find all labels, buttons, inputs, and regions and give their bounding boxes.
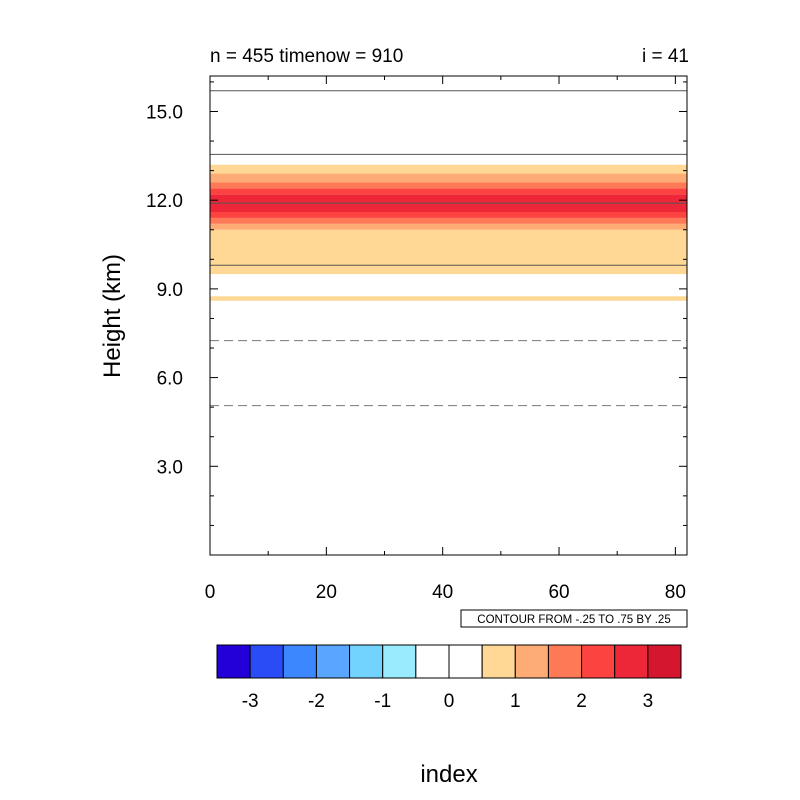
y-tick-label: 15.0 [146, 102, 183, 123]
y-tick-label: 3.0 [157, 457, 183, 478]
colorbar-swatch [448, 644, 483, 679]
filled-band [210, 296, 687, 301]
title-right: i = 41 [642, 46, 689, 67]
filled-band [210, 212, 687, 218]
filled-bands [210, 164, 687, 301]
filled-band [210, 223, 687, 230]
colorbar-tick-label: -2 [308, 691, 325, 712]
colorbar [216, 644, 682, 679]
x-tick-label: 40 [432, 582, 453, 603]
filled-band [210, 164, 687, 174]
filled-band [210, 229, 687, 275]
y-axis-label: Height (km) [99, 254, 126, 378]
x-tick-labels: 0 20 40 60 80 [205, 582, 686, 603]
colorbar-swatch [349, 644, 384, 679]
colorbar-swatch [581, 644, 616, 679]
filled-band [210, 173, 687, 183]
x-tick-label: 80 [665, 582, 686, 603]
colorbar-tick-label: 3 [643, 691, 654, 712]
colorbar-swatch [514, 644, 549, 679]
y-tick-label: 9.0 [157, 280, 183, 301]
colorbar-swatch [547, 644, 583, 679]
colorbar-swatch [216, 644, 251, 679]
info-label: CONTOUR FROM -.25 TO .75 BY .25 [477, 614, 670, 626]
y-tick-label: 6.0 [157, 369, 183, 390]
colorbar-swatch [282, 644, 317, 679]
colorbar-tick-label: 1 [510, 691, 521, 712]
contour-lines [210, 90, 687, 407]
axis-ticks [209, 76, 687, 555]
x-axis-label: index [420, 761, 477, 788]
x-tick-label: 0 [205, 582, 216, 603]
y-tick-label: 12.0 [146, 191, 183, 212]
colorbar-tick-label: -1 [374, 691, 391, 712]
filled-band [210, 182, 687, 189]
colorbar-labels: -3 -2 -1 0 1 2 3 [242, 691, 653, 712]
colorbar-tick-label: -3 [242, 691, 259, 712]
colorbar-swatch [481, 644, 516, 679]
colorbar-swatch [249, 644, 284, 679]
colorbar-swatch [382, 644, 417, 679]
plot-frame [209, 75, 688, 556]
colorbar-swatch [315, 644, 351, 679]
colorbar-swatch [614, 644, 649, 679]
title-left: n = 455 timenow = 910 [210, 46, 403, 67]
y-tick-labels: 3.0 6.0 9.0 12.0 15.0 [146, 102, 183, 478]
x-tick-label: 60 [548, 582, 569, 603]
x-tick-label: 20 [316, 582, 337, 603]
colorbar-swatch [415, 644, 450, 679]
colorbar-tick-label: 2 [576, 691, 587, 712]
colorbar-tick-label: 0 [444, 691, 455, 712]
filled-band [210, 188, 687, 195]
info-label-box: CONTOUR FROM -.25 TO .75 BY .25 [460, 609, 688, 628]
filled-band [210, 217, 687, 224]
colorbar-swatch [647, 644, 682, 679]
